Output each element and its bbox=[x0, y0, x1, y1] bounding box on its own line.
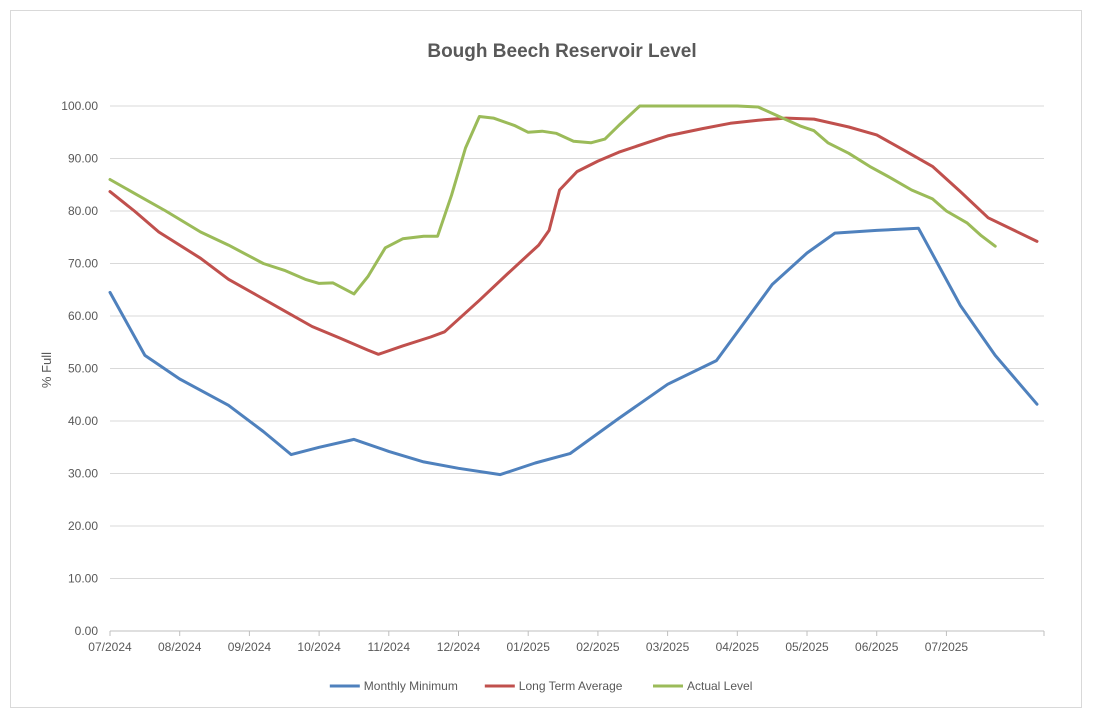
legend-label-actual-level: Actual Level bbox=[687, 679, 752, 693]
series-line-long-term-average bbox=[108, 116, 1039, 356]
y-tick-label: 90.00 bbox=[68, 152, 98, 166]
x-tick-label: 02/2025 bbox=[576, 640, 620, 654]
legend: Monthly Minimum Long Term Average Actual L… bbox=[329, 679, 752, 693]
y-tick-label: 20.00 bbox=[68, 519, 98, 533]
series-layer bbox=[108, 104, 1039, 477]
x-tick-label: 03/2025 bbox=[646, 640, 690, 654]
y-tick-label: 50.00 bbox=[68, 362, 98, 376]
gridlines bbox=[110, 105, 1044, 579]
series-line-monthly-minimum bbox=[108, 226, 1039, 477]
x-tick-label: 08/2024 bbox=[158, 640, 202, 654]
x-tick-label: 09/2024 bbox=[228, 640, 272, 654]
chart-frame bbox=[10, 10, 1082, 708]
x-tick-label: 11/2024 bbox=[368, 640, 411, 654]
chart-title: Bough Beech Reservoir Level bbox=[427, 41, 696, 62]
x-tick-label: 04/2025 bbox=[716, 640, 760, 654]
y-axis-ticks: 0.00 10.00 20.00 30.00 40.00 50.00 60.00 70.00 8… bbox=[61, 99, 98, 638]
y-tick-label: 10.00 bbox=[68, 572, 98, 586]
y-tick-label: 80.00 bbox=[68, 204, 98, 218]
legend-label-monthly-minimum: Monthly Minimum bbox=[364, 679, 458, 693]
x-tick-label: 07/2024 bbox=[88, 640, 132, 654]
x-tick-label: 07/2025 bbox=[925, 640, 969, 654]
y-axis-label: % Full bbox=[39, 352, 54, 388]
x-axis: 07/2024 08/2024 09/2024 10/2024 11/2024 12/20… bbox=[88, 630, 1045, 654]
y-tick-label: 70.00 bbox=[68, 257, 98, 271]
y-tick-label: 60.00 bbox=[68, 309, 98, 323]
x-tick-label: 05/2025 bbox=[785, 640, 829, 654]
y-tick-label: 40.00 bbox=[68, 414, 98, 428]
x-tick-label: 10/2024 bbox=[297, 640, 341, 654]
y-tick-label: 100.00 bbox=[61, 99, 98, 113]
series-line-actual-level bbox=[108, 104, 997, 296]
y-tick-label: 30.00 bbox=[68, 467, 98, 481]
x-tick-label: 06/2025 bbox=[855, 640, 899, 654]
x-tick-label: 12/2024 bbox=[437, 640, 481, 654]
x-tick-label: 01/2025 bbox=[507, 640, 551, 654]
legend-label-long-term-average: Long Term Average bbox=[519, 679, 623, 693]
y-tick-label: 0.00 bbox=[75, 624, 99, 638]
